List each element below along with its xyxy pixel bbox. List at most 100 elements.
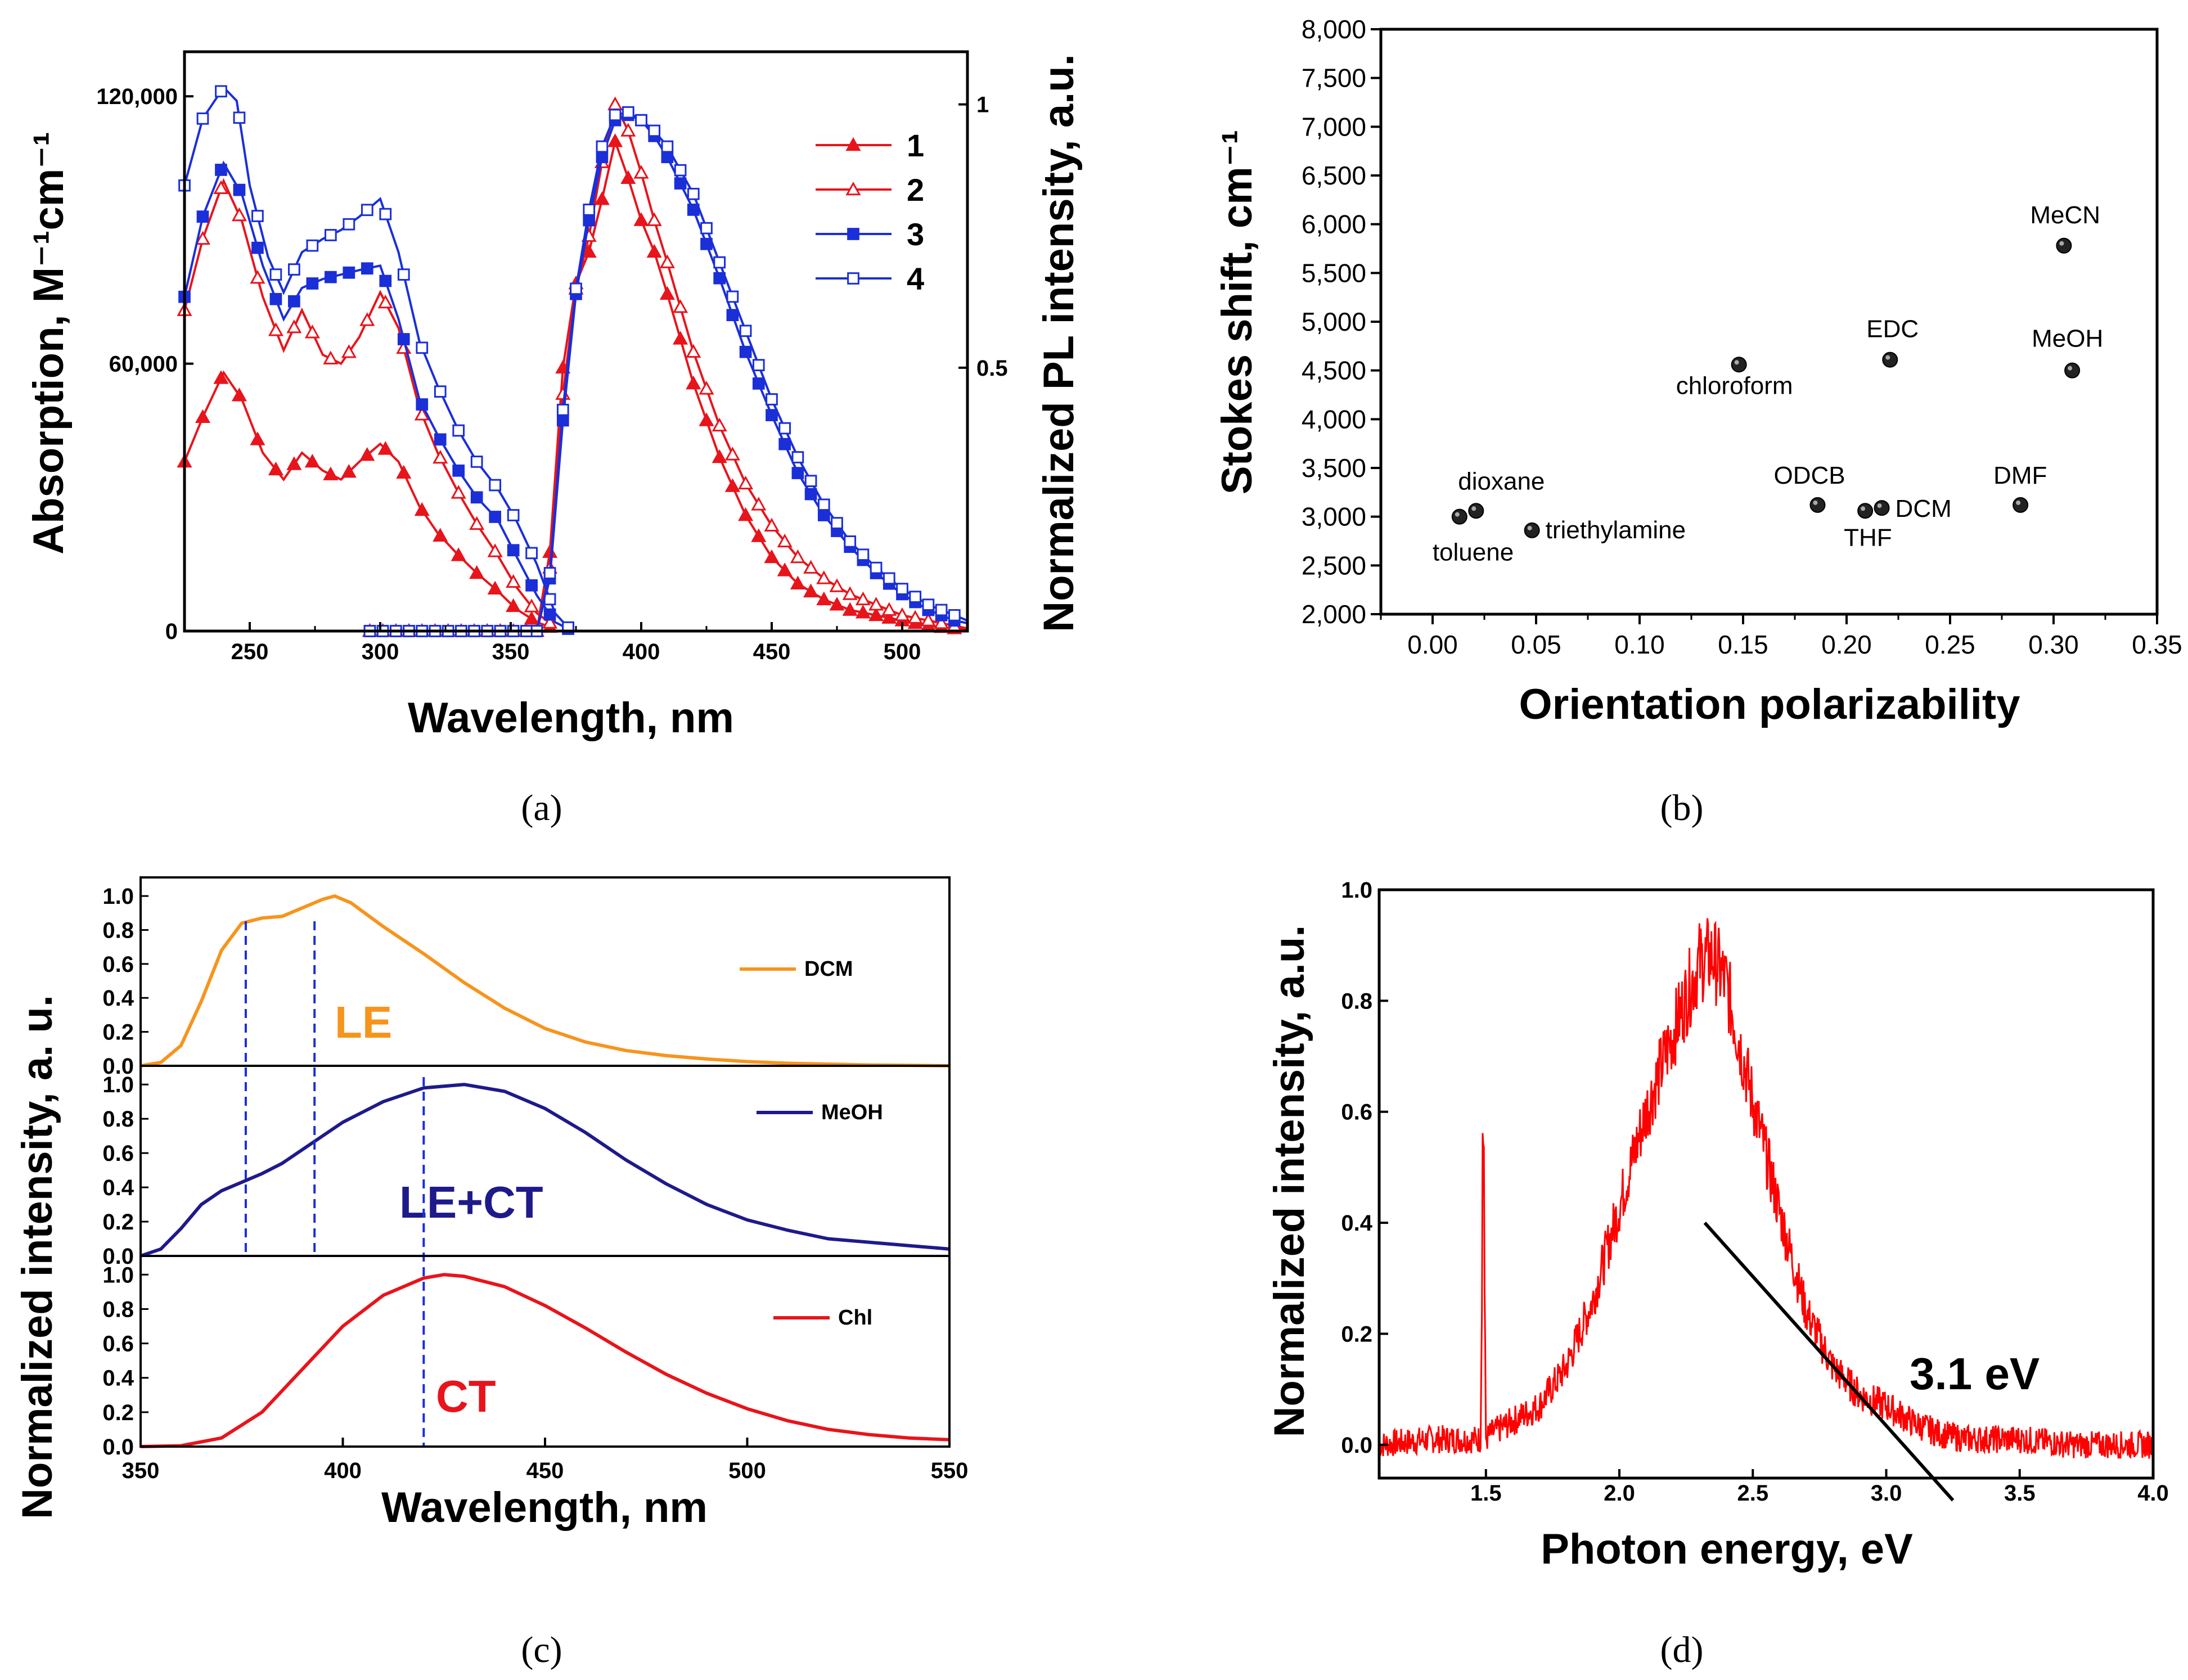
pl-marker-2 (934, 615, 949, 629)
x-tick-label: 0.20 (1821, 630, 1872, 659)
pl-marker-4 (739, 325, 752, 337)
x-tick-label: 2.5 (1737, 1481, 1768, 1506)
y-tick-label: 7,500 (1302, 64, 1366, 93)
pl-marker-2 (738, 475, 754, 490)
panel-d-ylabel: Normalized intensity, a.u. (1266, 925, 1313, 1438)
legend-marker-2 (845, 181, 861, 196)
spectrum-trace (1378, 918, 2154, 1460)
absorption-marker-3 (251, 241, 264, 254)
absorption-marker-4 (379, 208, 392, 220)
x-tick-label: 1.5 (1470, 1481, 1502, 1506)
x-tick-label: 0.35 (2132, 630, 2182, 659)
panel-a-legend: 1 2 3 4 (816, 128, 924, 296)
point-label-dioxane: dioxane (1458, 467, 1545, 495)
point-label-odcb: ODCB (1773, 462, 1845, 489)
y-tick-label: 5,000 (1302, 307, 1366, 336)
panel-d-marks (1378, 918, 2154, 1502)
pl-marker-2 (659, 254, 675, 268)
absorption-marker-3 (489, 511, 502, 523)
panel-c-caption: (c) (521, 1629, 562, 1670)
pl-marker-4 (922, 598, 935, 611)
data-point-thf (1857, 503, 1874, 519)
point-label-dmf: DMF (1993, 462, 2047, 489)
panel-a-xlabel: Wavelength, nm (408, 694, 734, 742)
data-point-highlight (1455, 512, 1460, 517)
data-point-toluene (1451, 508, 1467, 525)
y-left-tick-label: 60,000 (109, 352, 178, 377)
panel-b-ylabel: Stokes shift, cm⁻¹ (1213, 130, 1261, 494)
pl-marker-2 (894, 607, 910, 621)
pl-marker-2 (764, 517, 780, 532)
x-tick-label: 2.0 (1604, 1481, 1635, 1506)
absorption-marker-1 (469, 565, 485, 579)
pl-marker-2 (646, 212, 662, 226)
data-point-chloroform (1731, 357, 1747, 373)
panel-d-annotation: 3.1 eV (1910, 1349, 2040, 1399)
data-point-mecn (2056, 237, 2072, 254)
y-left-tick-label: 0 (165, 619, 178, 644)
panel-d-caption: (d) (1660, 1629, 1704, 1670)
absorption-marker-1 (433, 528, 448, 542)
absorption-marker-3 (397, 333, 410, 345)
pl-marker-4 (857, 548, 870, 561)
pl-marker-4 (948, 609, 961, 621)
panel-c-ticks: 0.00.20.40.60.81.00.00.20.40.60.81.00.00… (102, 884, 968, 1483)
absorption-marker-3 (416, 398, 429, 411)
data-point-dmf (2013, 497, 2029, 513)
point-label-chloroform: chloroform (1676, 372, 1793, 399)
y-tick-label: 0.4 (102, 1366, 134, 1391)
y-tick-label: 4,500 (1302, 356, 1366, 385)
pl-marker-4 (583, 204, 596, 216)
x-tick-label: 400 (623, 639, 660, 664)
legend-marker-3 (847, 228, 859, 240)
legend-label-2: 2 (907, 172, 924, 208)
absorption-marker-4 (269, 268, 282, 281)
pl-marker-1 (594, 191, 610, 205)
pl-marker-2 (633, 165, 649, 179)
panel-d-xlabel: Photon energy, eV (1541, 1525, 1913, 1573)
absorption-marker-2 (487, 543, 503, 557)
x-tick-label: 0.30 (2028, 630, 2079, 659)
y-tick-label: 7,000 (1302, 112, 1366, 141)
pl-marker-1 (686, 375, 701, 390)
y-tick-label: 0.0 (102, 1054, 134, 1079)
y-tick-label: 1.0 (102, 1263, 134, 1287)
data-point-highlight (2068, 366, 2073, 371)
absorption-marker-1 (341, 463, 357, 478)
panel-d-frame (1377, 888, 2155, 1480)
pl-marker-3 (752, 377, 765, 390)
pl-marker-1 (868, 607, 884, 621)
y-right-tick-label: 1 (976, 93, 989, 118)
point-label-triethylamine: triethylamine (1546, 516, 1686, 544)
absorption-marker-2 (377, 294, 393, 309)
pl-marker-2 (881, 602, 897, 616)
absorption-marker-1 (250, 431, 265, 445)
pl-marker-2 (673, 299, 688, 313)
pl-marker-4 (817, 498, 830, 511)
absorption-marker-1 (304, 453, 320, 468)
absorption-marker-1 (268, 461, 283, 476)
y-tick-label: 0.6 (102, 1141, 134, 1166)
pl-marker-4 (883, 572, 895, 585)
spectrum-line-meoh (140, 1083, 950, 1258)
pl-marker-3 (766, 409, 778, 421)
pl-marker-1 (646, 244, 662, 258)
x-tick-label: 300 (362, 639, 399, 664)
absorption-marker-2 (414, 407, 430, 421)
panel-d-chart: 1.5 2.0 2.5 3.0 3.5 4.0 0.0 0.2 0.4 0.6 0.8 1.0 Pho… (1266, 878, 2169, 1670)
absorption-marker-3 (452, 464, 465, 477)
pl-marker-1 (712, 449, 727, 463)
absorption-marker-2 (231, 207, 247, 222)
absorption-marker-1 (195, 409, 211, 423)
absorption-marker-1 (506, 598, 521, 612)
absorption-marker-4 (489, 479, 502, 492)
pl-marker-4 (935, 603, 948, 616)
panel-b-caption: (b) (1660, 787, 1704, 828)
absorption-marker-1 (323, 466, 339, 480)
absorption-marker-3 (233, 183, 246, 196)
absorption-marker-3 (269, 292, 282, 305)
data-point-highlight (2016, 500, 2021, 505)
y-right-tick-label: 0.5 (976, 356, 1008, 381)
